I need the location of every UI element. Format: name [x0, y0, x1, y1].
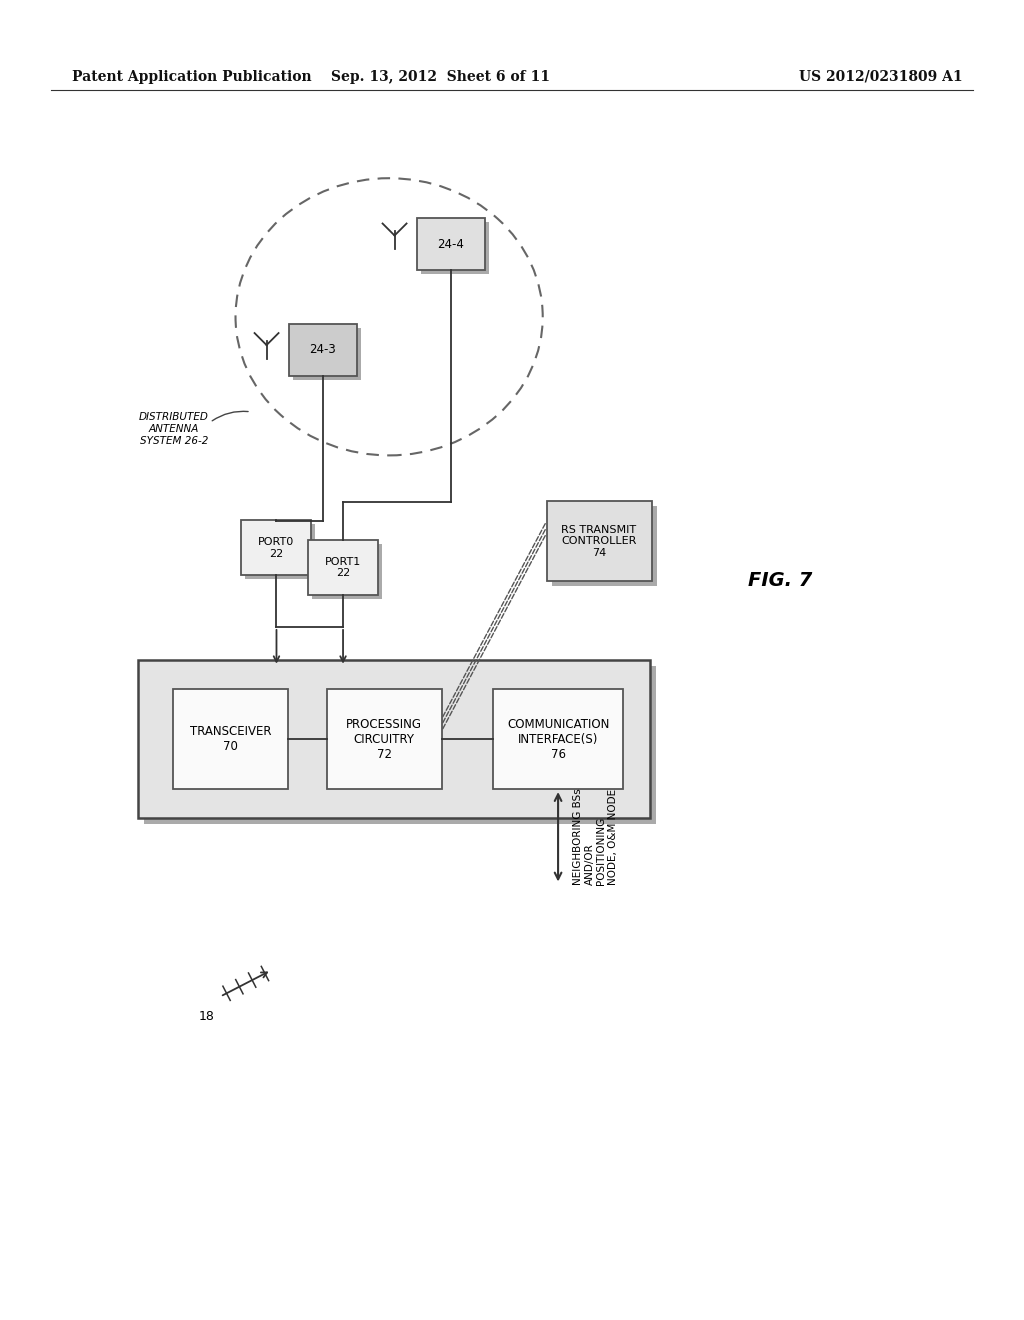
Bar	[547, 502, 651, 581]
Bar	[494, 689, 623, 789]
Bar	[327, 689, 441, 789]
Bar	[246, 524, 315, 579]
Text: Sep. 13, 2012  Sheet 6 of 11: Sep. 13, 2012 Sheet 6 of 11	[331, 70, 550, 83]
Text: DISTRIBUTED
ANTENNA
SYSTEM 26-2: DISTRIBUTED ANTENNA SYSTEM 26-2	[139, 412, 209, 446]
Text: 24-4: 24-4	[437, 238, 464, 251]
Bar	[417, 218, 484, 271]
Bar	[173, 689, 288, 789]
Text: RS TRANSMIT
CONTROLLER
74: RS TRANSMIT CONTROLLER 74	[561, 524, 637, 558]
Text: FIG. 7: FIG. 7	[748, 572, 812, 590]
Bar	[308, 540, 378, 595]
Bar	[138, 660, 650, 818]
Text: US 2012/0231809 A1: US 2012/0231809 A1	[799, 70, 963, 83]
Bar	[552, 506, 656, 586]
Text: COMMUNICATION
INTERFACE(S)
76: COMMUNICATION INTERFACE(S) 76	[507, 718, 609, 760]
Bar	[421, 222, 488, 275]
Text: NEIGHBORING BSs
AND/OR
POSITIONING
NODE, O&M NODE: NEIGHBORING BSs AND/OR POSITIONING NODE,…	[573, 788, 617, 886]
Text: PORT1
22: PORT1 22	[325, 557, 361, 578]
Bar	[293, 327, 360, 380]
Text: PROCESSING
CIRCUITRY
72: PROCESSING CIRCUITRY 72	[346, 718, 422, 760]
Bar	[242, 520, 311, 576]
Text: PORT0
22: PORT0 22	[258, 537, 295, 558]
Bar	[312, 544, 382, 599]
Text: Patent Application Publication: Patent Application Publication	[72, 70, 311, 83]
Text: 18: 18	[199, 1010, 215, 1023]
Bar	[144, 667, 656, 825]
Text: TRANSCEIVER
70: TRANSCEIVER 70	[189, 725, 271, 754]
Bar	[289, 323, 356, 376]
Text: 24-3: 24-3	[309, 343, 336, 356]
